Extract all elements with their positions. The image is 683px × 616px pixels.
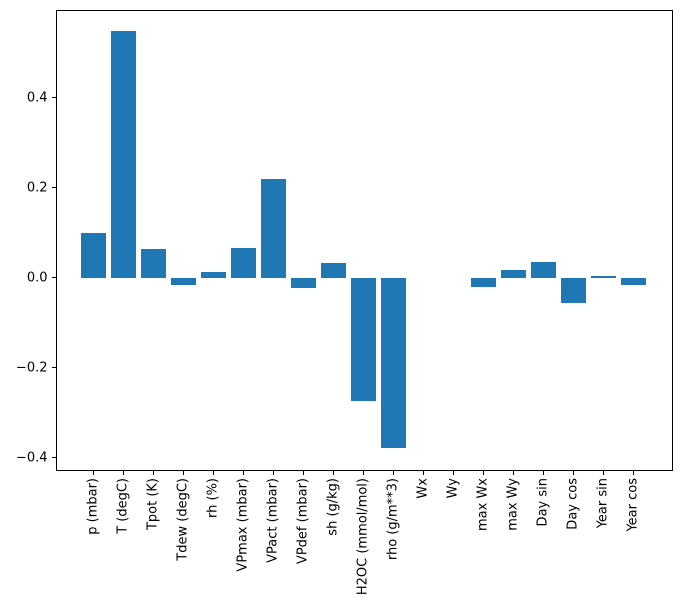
bar-vpact-mbar	[260, 179, 286, 278]
y-tick-label: −0.2	[15, 360, 48, 376]
x-tick-mark	[482, 470, 484, 475]
x-tick-mark	[632, 470, 634, 475]
bar-rho-g-m-3	[380, 277, 406, 448]
bar-p-mbar	[80, 233, 106, 278]
x-tick-label-year-cos: Year cos	[625, 477, 641, 532]
bar-year-sin	[590, 275, 616, 278]
y-tick-label: 0.4	[26, 90, 48, 106]
x-tick-mark	[452, 470, 454, 475]
x-tick-mark	[542, 470, 544, 475]
x-tick-mark	[122, 470, 124, 475]
x-tick-label-p-mbar: p (mbar)	[85, 477, 101, 535]
x-tick-label-day-sin: Day sin	[535, 477, 551, 526]
x-tick-label-max-wy: max Wy	[505, 477, 521, 531]
bar-day-cos	[560, 277, 586, 304]
x-tick-mark	[152, 470, 154, 475]
x-tick-mark	[212, 470, 214, 475]
y-tick-mark	[52, 277, 56, 279]
x-tick-label-vpact-mbar: VPact (mbar)	[265, 477, 281, 563]
x-tick-mark	[422, 470, 424, 475]
x-tick-mark	[572, 470, 574, 475]
bar-t-degc	[110, 30, 136, 278]
y-tick-label: 0.0	[26, 270, 48, 286]
x-tick-label-wy: Wy	[445, 477, 461, 498]
y-tick-mark	[52, 457, 56, 459]
bar-sh-g-kg	[320, 262, 346, 278]
y-tick-mark	[52, 187, 56, 189]
x-tick-label-rho-g-m-3: rho (g/m**3)	[385, 477, 401, 560]
bar-day-sin	[530, 262, 556, 278]
bar-tpot-k	[140, 249, 166, 278]
x-tick-label-day-cos: Day cos	[565, 477, 581, 530]
x-tick-label-max-wx: max Wx	[475, 477, 491, 531]
x-tick-label-vpdef-mbar: VPdef (mbar)	[295, 477, 311, 564]
plot-area	[56, 10, 673, 471]
bar-max-wy	[500, 270, 526, 278]
x-tick-label-t-degc: T (degC)	[115, 477, 131, 534]
x-tick-mark	[392, 470, 394, 475]
bar-max-wx	[470, 277, 496, 288]
x-tick-label-h2oc-mmol-mol: H2OC (mmol/mol)	[355, 477, 371, 595]
x-tick-label-vpmax-mbar: VPmax (mbar)	[235, 477, 251, 572]
x-tick-mark	[602, 470, 604, 475]
x-tick-mark	[302, 470, 304, 475]
x-tick-mark	[362, 470, 364, 475]
x-tick-label-year-sin: Year sin	[595, 477, 611, 528]
y-tick-label: 0.2	[26, 180, 48, 196]
bar-vpdef-mbar	[290, 277, 316, 288]
y-tick-mark	[52, 97, 56, 99]
bar-h2oc-mmol-mol	[350, 277, 376, 401]
x-tick-label-wx: Wx	[415, 477, 431, 499]
x-tick-label-rh: rh (%)	[205, 477, 221, 518]
bar-year-cos	[620, 277, 646, 285]
x-tick-mark	[242, 470, 244, 475]
y-tick-label: −0.4	[15, 450, 48, 466]
x-tick-mark	[272, 470, 274, 475]
bar-vpmax-mbar	[230, 247, 256, 278]
x-tick-mark	[512, 470, 514, 475]
bar-rh	[200, 272, 226, 278]
x-tick-mark	[92, 470, 94, 475]
bar-tdew-degc	[170, 277, 196, 285]
x-tick-label-sh-g-kg: sh (g/kg)	[325, 477, 341, 536]
x-tick-label-tpot-k: Tpot (K)	[145, 477, 161, 530]
y-tick-mark	[52, 367, 56, 369]
x-tick-mark	[332, 470, 334, 475]
x-tick-label-tdew-degc: Tdew (degC)	[175, 477, 191, 561]
x-tick-mark	[182, 470, 184, 475]
